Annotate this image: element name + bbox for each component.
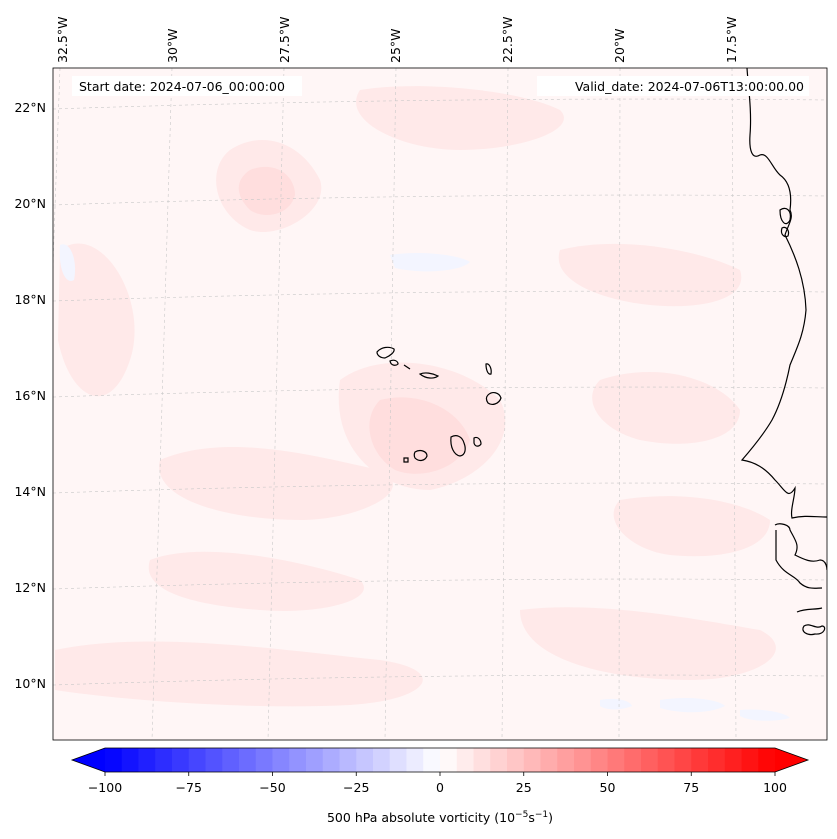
lon-label: 27.5°W: [277, 17, 292, 63]
colorbar-cell: [523, 748, 541, 772]
colorbar-tick-label: 25: [516, 780, 532, 795]
lon-label: 22.5°W: [500, 17, 515, 63]
coastline: [376, 68, 827, 636]
colorbar-cells: [105, 748, 776, 772]
lat-label: 16°N: [14, 388, 46, 403]
graticule: [53, 68, 827, 740]
colorbar-cell: [590, 748, 608, 772]
start-date-label: Start date: 2024-07-06_00:00:00: [79, 79, 285, 94]
lon-label: 20°W: [612, 28, 627, 63]
lat-label: 10°N: [14, 676, 46, 691]
lat-label: 20°N: [14, 196, 46, 211]
colorbar-cell: [222, 748, 240, 772]
colorbar-cell: [138, 748, 156, 772]
colorbar-cell: [272, 748, 290, 772]
lon-label: 32.5°W: [55, 17, 70, 63]
colorbar-cell: [339, 748, 357, 772]
colorbar-cell: [456, 748, 474, 772]
colorbar-title: 500 hPa absolute vorticity (10−5s−1): [327, 810, 553, 825]
colorbar-max-extension: [775, 748, 808, 772]
colorbar-cell: [557, 748, 575, 772]
longitude-labels: 32.5°W 30°W 27.5°W 25°W 22.5°W 20°W 17.5…: [55, 17, 739, 63]
start-date-box: [72, 76, 302, 96]
colorbar-cell: [306, 748, 324, 772]
colorbar-tick-label: −75: [176, 780, 202, 795]
colorbar-cell: [724, 748, 742, 772]
colorbar-cell: [255, 748, 273, 772]
colorbar-cell: [155, 748, 173, 772]
colorbar-tick-label: −50: [259, 780, 285, 795]
colorbar-cell: [607, 748, 625, 772]
lon-label: 25°W: [388, 28, 403, 63]
colorbar-cell: [507, 748, 525, 772]
colorbar-cell: [172, 748, 190, 772]
colorbar-cell: [440, 748, 458, 772]
colorbar-tick-label: −25: [343, 780, 369, 795]
colorbar-tick-label: 50: [600, 780, 616, 795]
colorbar-cell: [121, 748, 139, 772]
colorbar-tick-label: 0: [436, 780, 444, 795]
latitude-labels: 22°N 20°N 18°N 16°N 14°N 12°N 10°N: [14, 100, 46, 691]
colorbar-cell: [373, 748, 391, 772]
africa-coastline: [740, 68, 827, 519]
lon-label: 17.5°W: [724, 17, 739, 63]
lat-label: 14°N: [14, 484, 46, 499]
colorbar-cell: [657, 748, 675, 772]
map-frame: [52, 67, 828, 741]
colorbar-cell: [239, 748, 257, 772]
colorbar-cell: [691, 748, 709, 772]
colorbar-cell: [289, 748, 307, 772]
colorbar-cell: [641, 748, 659, 772]
lat-label: 12°N: [14, 580, 46, 595]
colorbar-cell: [624, 748, 642, 772]
colorbar-cell: [674, 748, 692, 772]
colorbar-cell: [205, 748, 223, 772]
colorbar-tick-label: 100: [763, 780, 787, 795]
colorbar-cell: [322, 748, 340, 772]
colorbar-cell: [188, 748, 206, 772]
lat-label: 22°N: [14, 100, 46, 115]
colorbar-cell: [758, 748, 776, 772]
valid-date-label: Valid_date: 2024-07-06T13:00:00.00: [575, 79, 804, 94]
valid-date-box: [537, 76, 809, 96]
colorbar-min-extension: [72, 748, 105, 772]
lat-label: 18°N: [14, 292, 46, 307]
colorbar-cell: [423, 748, 441, 772]
colorbar-cell: [574, 748, 592, 772]
colorbar-cell: [473, 748, 491, 772]
lon-label: 30°W: [165, 28, 180, 63]
colorbar-tick-label: 75: [683, 780, 699, 795]
vorticity-field: [53, 68, 827, 740]
cape-verde-santo-antao: [376, 346, 395, 359]
colorbar-cell: [406, 748, 424, 772]
colorbar-cell: [105, 748, 123, 772]
colorbar-cell: [540, 748, 558, 772]
colorbar-cell: [741, 748, 759, 772]
colorbar-cell: [389, 748, 407, 772]
colorbar-tick-label: −100: [88, 780, 122, 795]
colorbar-cell: [490, 748, 508, 772]
colorbar-cell: [708, 748, 726, 772]
colorbar: −100 −75 −50 −25 0 25 50 75 100 500 hPa …: [70, 747, 810, 825]
colorbar-cell: [356, 748, 374, 772]
